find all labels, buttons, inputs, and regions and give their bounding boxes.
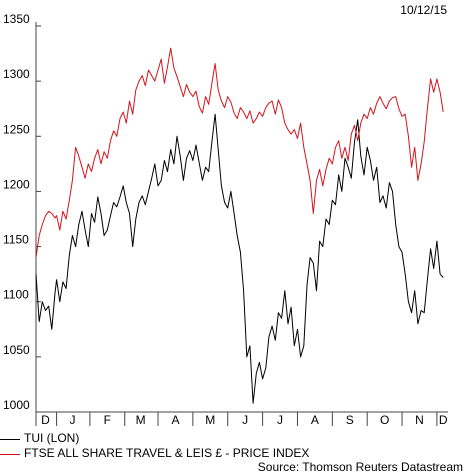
series-line-ftse [35, 47, 444, 258]
x-tick-label: N [415, 413, 424, 427]
x-tick-label: J [277, 413, 283, 427]
x-tick-label: J [69, 413, 75, 427]
x-tick-label: S [346, 413, 354, 427]
y-tick-label: 1350 [3, 12, 30, 26]
y-tick-label: 1100 [3, 288, 29, 302]
x-tick-label: A [311, 413, 319, 427]
legend-swatch-tui [0, 439, 20, 440]
y-tick-label: 1050 [3, 343, 30, 357]
x-tick-label: A [171, 413, 179, 427]
y-tick-label: 1150 [3, 233, 29, 247]
legend-label-ftse: FTSE ALL SHARE TRAVEL & LEIS £ - PRICE I… [24, 446, 310, 460]
x-tick-label: D [439, 413, 448, 427]
y-tick-label: 1200 [3, 177, 30, 191]
source-note: Source: Thomson Reuters Datastream [257, 460, 463, 474]
y-tick-label: 1000 [3, 398, 30, 412]
x-tick-label: J [242, 413, 248, 427]
x-tick-label: F [104, 413, 111, 427]
x-tick-label: D [41, 413, 50, 427]
series-lines [35, 47, 444, 404]
x-tick-label: O [380, 413, 389, 427]
x-tick-label: M [136, 413, 146, 427]
y-tick-label: 1300 [3, 67, 30, 81]
x-tick-label: M [205, 413, 215, 427]
series-line-tui [35, 113, 444, 404]
axes: 1000 1050 1100 1150 1200 1250 1300 1350 D J F M A M J J… [3, 12, 448, 427]
legend-swatch-ftse [0, 454, 20, 455]
date-label: 10/12/15 [400, 3, 447, 17]
y-tick-label: 1250 [3, 122, 30, 136]
legend-label-tui: TUI (LON) [24, 431, 80, 445]
